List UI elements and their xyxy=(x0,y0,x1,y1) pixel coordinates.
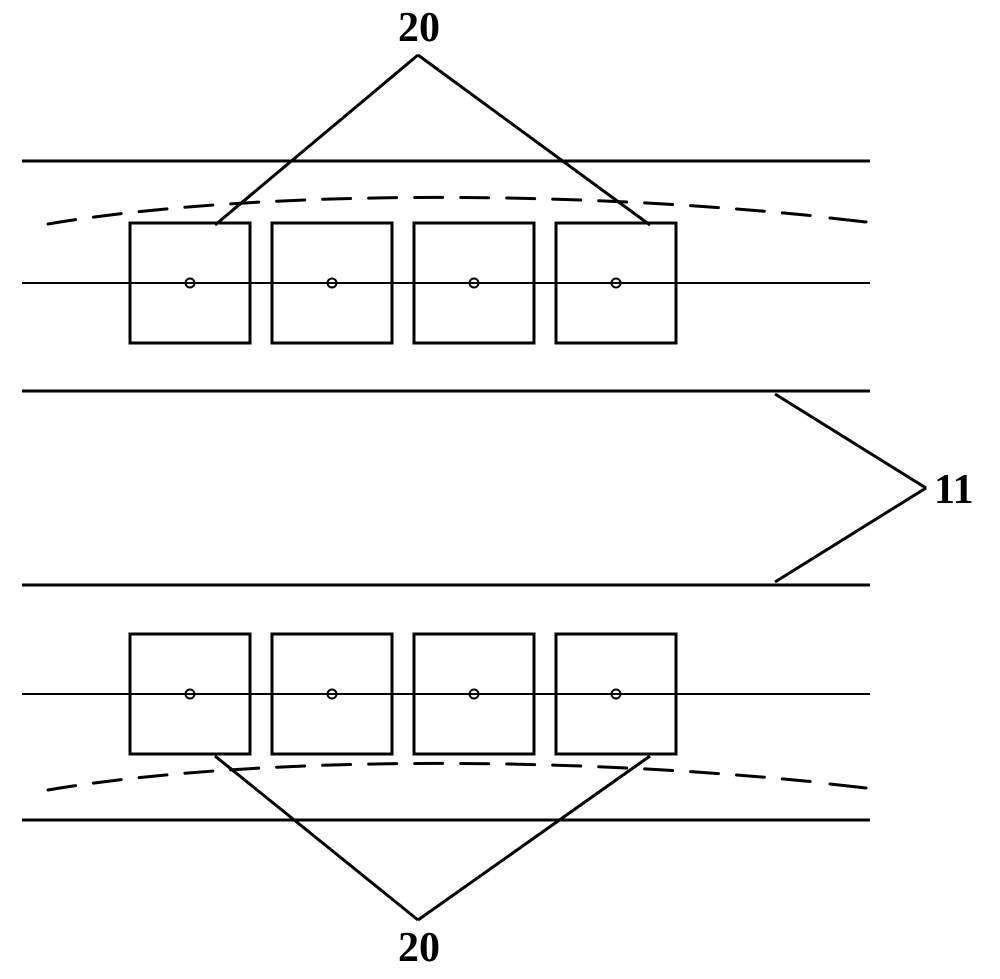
diagram-canvas: 20 11 20 xyxy=(0,0,1000,979)
label-11-right: 11 xyxy=(934,466,974,514)
diagram-svg xyxy=(0,0,1000,979)
label-20-bottom: 20 xyxy=(398,924,440,972)
label-20-top: 20 xyxy=(398,4,440,52)
